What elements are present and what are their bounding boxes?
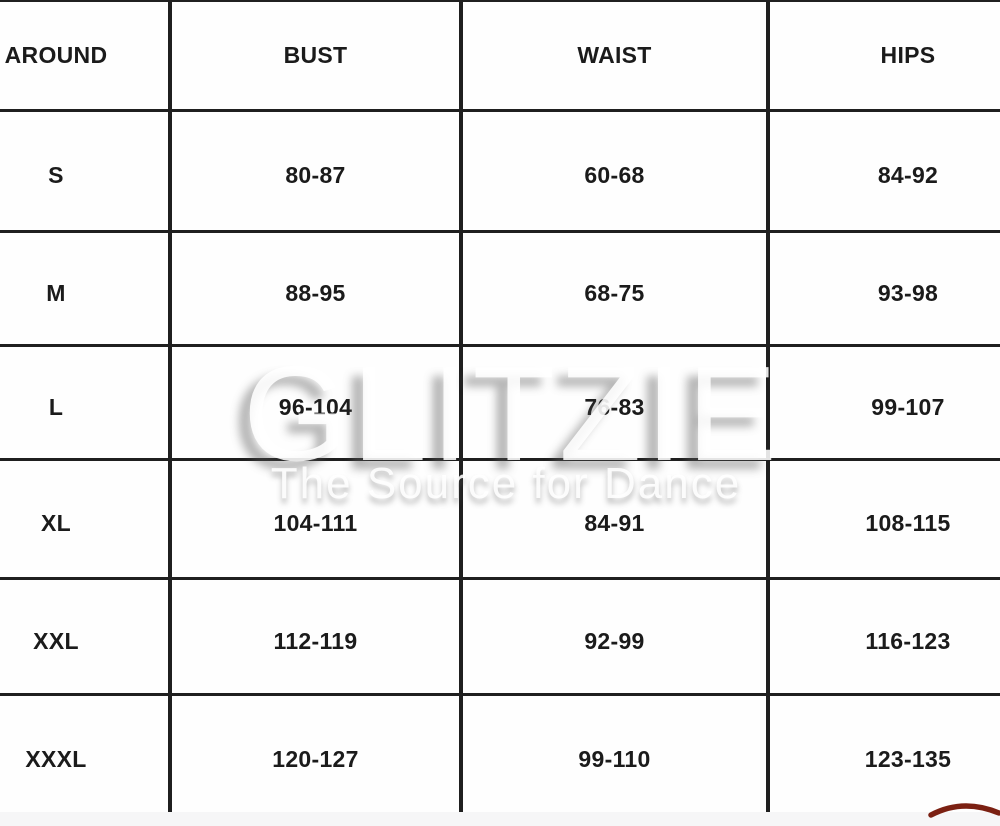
size-label: XXL bbox=[0, 580, 172, 696]
bust-value: 120-127 bbox=[172, 696, 463, 814]
waist-value: 76-83 bbox=[463, 347, 770, 461]
column-header-waist: WAIST bbox=[463, 2, 770, 112]
column-header-around: AROUND bbox=[0, 2, 172, 112]
bust-value: 88-95 bbox=[172, 233, 463, 347]
hips-value: 116-123 bbox=[770, 580, 1000, 696]
bust-value: 104-111 bbox=[172, 461, 463, 580]
hips-value: 108-115 bbox=[770, 461, 1000, 580]
size-label: S bbox=[0, 112, 172, 233]
waist-value: 99-110 bbox=[463, 696, 770, 814]
size-label: M bbox=[0, 233, 172, 347]
size-label: XXXL bbox=[0, 696, 172, 814]
bust-value: 112-119 bbox=[172, 580, 463, 696]
column-header-hips: HIPS bbox=[770, 2, 1000, 112]
waist-value: 60-68 bbox=[463, 112, 770, 233]
hips-value: 99-107 bbox=[770, 347, 1000, 461]
waist-value: 92-99 bbox=[463, 580, 770, 696]
bust-value: 80-87 bbox=[172, 112, 463, 233]
bust-value: 96-104 bbox=[172, 347, 463, 461]
bottom-strip bbox=[0, 812, 1000, 826]
size-label: L bbox=[0, 347, 172, 461]
hips-value: 84-92 bbox=[770, 112, 1000, 233]
waist-value: 84-91 bbox=[463, 461, 770, 580]
column-header-bust: BUST bbox=[172, 2, 463, 112]
hips-value: 123-135 bbox=[770, 696, 1000, 814]
hips-value: 93-98 bbox=[770, 233, 1000, 347]
size-label: XL bbox=[0, 461, 172, 580]
waist-value: 68-75 bbox=[463, 233, 770, 347]
